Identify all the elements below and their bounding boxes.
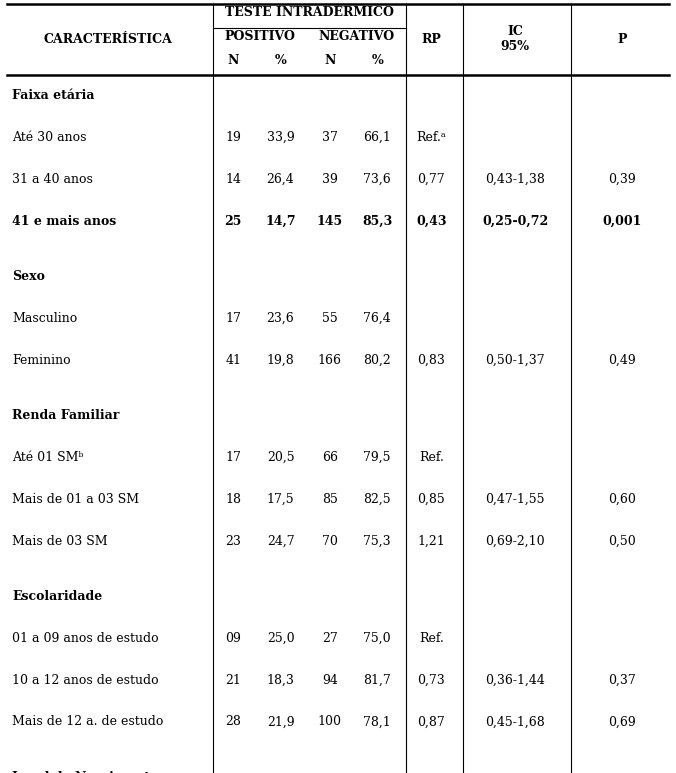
Text: 18: 18 xyxy=(225,493,241,506)
Text: 85: 85 xyxy=(322,493,338,506)
Text: 0,85: 0,85 xyxy=(417,493,445,506)
Text: 17: 17 xyxy=(225,451,241,464)
Text: 28: 28 xyxy=(225,716,241,728)
Text: 19: 19 xyxy=(225,131,241,144)
Text: 0,69: 0,69 xyxy=(608,716,636,728)
Text: 18,3: 18,3 xyxy=(266,674,295,686)
Text: 14,7: 14,7 xyxy=(265,215,296,227)
Text: 100: 100 xyxy=(318,716,342,728)
Text: 0,50: 0,50 xyxy=(608,535,636,547)
Text: 20,5: 20,5 xyxy=(267,451,294,464)
Text: Ref.: Ref. xyxy=(419,451,443,464)
Text: 70: 70 xyxy=(322,535,338,547)
Text: 17,5: 17,5 xyxy=(267,493,294,506)
Text: Feminino: Feminino xyxy=(12,354,71,366)
Text: %: % xyxy=(274,54,287,66)
Text: 0,50-1,37: 0,50-1,37 xyxy=(485,354,545,366)
Text: 39: 39 xyxy=(322,173,338,186)
Text: 85,3: 85,3 xyxy=(362,215,392,227)
Text: Mais de 12 a. de estudo: Mais de 12 a. de estudo xyxy=(12,716,164,728)
Text: Ref.: Ref. xyxy=(419,632,443,645)
Text: 75,0: 75,0 xyxy=(364,632,391,645)
Text: RP: RP xyxy=(421,33,441,46)
Text: 31 a 40 anos: 31 a 40 anos xyxy=(12,173,93,186)
Text: 0,25-0,72: 0,25-0,72 xyxy=(482,215,548,227)
Text: 0,39: 0,39 xyxy=(608,173,636,186)
Text: 09: 09 xyxy=(225,632,241,645)
Text: 37: 37 xyxy=(322,131,338,144)
Text: 25: 25 xyxy=(224,215,242,227)
Text: 82,5: 82,5 xyxy=(364,493,391,506)
Text: 0,60: 0,60 xyxy=(608,493,636,506)
Text: 0,43: 0,43 xyxy=(416,215,447,227)
Text: TESTE INTRADÉRMICO: TESTE INTRADÉRMICO xyxy=(225,5,393,19)
Text: P: P xyxy=(617,33,627,46)
Text: 23,6: 23,6 xyxy=(266,312,295,325)
Text: 26,4: 26,4 xyxy=(266,173,295,186)
Text: 76,4: 76,4 xyxy=(363,312,391,325)
Text: Local de Nascimento: Local de Nascimento xyxy=(12,771,158,773)
Text: 66: 66 xyxy=(322,451,338,464)
Text: N: N xyxy=(324,54,335,66)
Text: 0,47-1,55: 0,47-1,55 xyxy=(485,493,545,506)
Text: 0,77: 0,77 xyxy=(418,173,445,186)
Text: 25,0: 25,0 xyxy=(267,632,294,645)
Text: Mais de 01 a 03 SM: Mais de 01 a 03 SM xyxy=(12,493,139,506)
Text: 145: 145 xyxy=(317,215,343,227)
Text: 0,87: 0,87 xyxy=(417,716,445,728)
Text: 21: 21 xyxy=(225,674,241,686)
Text: 0,49: 0,49 xyxy=(608,354,636,366)
Text: IC
95%: IC 95% xyxy=(501,26,529,53)
Text: 94: 94 xyxy=(322,674,338,686)
Text: 21,9: 21,9 xyxy=(267,716,294,728)
Text: 0,45-1,68: 0,45-1,68 xyxy=(485,716,545,728)
Text: 0,36-1,44: 0,36-1,44 xyxy=(485,674,545,686)
Text: 1,21: 1,21 xyxy=(417,535,445,547)
Text: Renda Familiar: Renda Familiar xyxy=(12,410,120,422)
Text: Ref.ᵃ: Ref.ᵃ xyxy=(416,131,446,144)
Text: 80,2: 80,2 xyxy=(363,354,391,366)
Text: 79,5: 79,5 xyxy=(364,451,391,464)
Text: 73,6: 73,6 xyxy=(363,173,391,186)
Text: CARACTERÍSTICA: CARACTERÍSTICA xyxy=(44,33,172,46)
Text: POSITIVO: POSITIVO xyxy=(225,30,295,43)
Text: 0,001: 0,001 xyxy=(602,215,642,227)
Text: 0,73: 0,73 xyxy=(417,674,445,686)
Text: 41 e mais anos: 41 e mais anos xyxy=(12,215,116,227)
Text: 33,9: 33,9 xyxy=(266,131,295,144)
Text: 23: 23 xyxy=(225,535,241,547)
Text: Até 30 anos: Até 30 anos xyxy=(12,131,87,144)
Text: 81,7: 81,7 xyxy=(363,674,391,686)
Text: NEGATIVO: NEGATIVO xyxy=(318,30,395,43)
Text: 66,1: 66,1 xyxy=(363,131,391,144)
Text: 01 a 09 anos de estudo: 01 a 09 anos de estudo xyxy=(12,632,159,645)
Text: N: N xyxy=(228,54,239,66)
Text: Sexo: Sexo xyxy=(12,271,45,283)
Text: Masculino: Masculino xyxy=(12,312,78,325)
Text: Escolaridade: Escolaridade xyxy=(12,591,103,603)
Text: 24,7: 24,7 xyxy=(267,535,294,547)
Text: 10 a 12 anos de estudo: 10 a 12 anos de estudo xyxy=(12,674,159,686)
Text: 41: 41 xyxy=(225,354,241,366)
Text: 17: 17 xyxy=(225,312,241,325)
Text: 75,3: 75,3 xyxy=(364,535,391,547)
Text: Até 01 SMᵇ: Até 01 SMᵇ xyxy=(12,451,84,464)
Text: 0,43-1,38: 0,43-1,38 xyxy=(485,173,545,186)
Text: 55: 55 xyxy=(322,312,338,325)
Text: Faixa etária: Faixa etária xyxy=(12,90,95,102)
Text: 14: 14 xyxy=(225,173,241,186)
Text: 0,83: 0,83 xyxy=(417,354,445,366)
Text: 78,1: 78,1 xyxy=(363,716,391,728)
Text: 166: 166 xyxy=(318,354,342,366)
Text: %: % xyxy=(371,54,383,66)
Text: 19,8: 19,8 xyxy=(266,354,295,366)
Text: 27: 27 xyxy=(322,632,338,645)
Text: Mais de 03 SM: Mais de 03 SM xyxy=(12,535,107,547)
Text: 0,37: 0,37 xyxy=(608,674,636,686)
Text: 0,69-2,10: 0,69-2,10 xyxy=(485,535,545,547)
